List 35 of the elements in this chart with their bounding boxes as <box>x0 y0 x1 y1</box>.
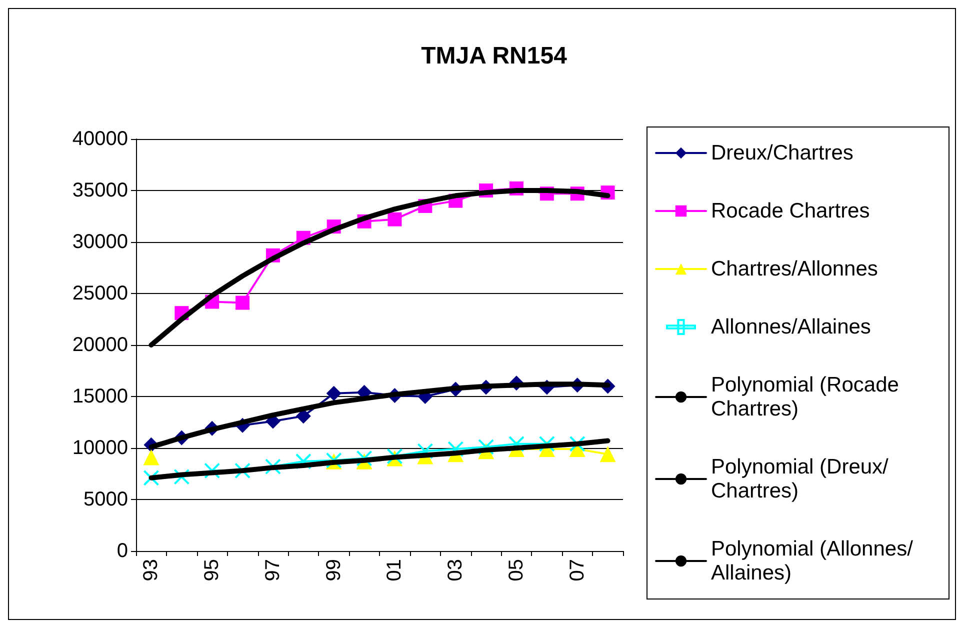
point <box>143 470 160 486</box>
chart-title: TMJA RN154 <box>421 42 568 70</box>
y-tick-label: 40000 <box>72 128 128 150</box>
legend-label: Rocade Chartres <box>711 200 870 222</box>
legend-label: Polynomial (Rocade Chartres) <box>711 374 905 420</box>
y-tick-label: 5000 <box>84 488 128 510</box>
y-tick-label: 15000 <box>72 386 128 408</box>
y-tick-label: 20000 <box>72 334 128 356</box>
x-tick-label: 93 <box>140 559 162 582</box>
point <box>234 462 251 479</box>
point <box>538 436 555 452</box>
legend-label: Polynomial (Dreux/Chartres) <box>711 456 889 502</box>
x-tick-label: 99 <box>322 559 345 582</box>
legend-label: Chartres/Allonnes <box>711 258 878 280</box>
legend-label: Allonnes/Allaines <box>711 316 871 338</box>
y-tick-label: 0 <box>116 540 128 562</box>
y-tick-label: 25000 <box>72 282 128 304</box>
x-tick-label: 01 <box>384 559 406 582</box>
legend-label: Dreux/Chartres <box>711 142 854 164</box>
x-tick-label: 95 <box>201 559 224 582</box>
x-tick-label: 07 <box>566 559 588 582</box>
x-tick-label: 05 <box>505 559 528 582</box>
x-tick-label: 03 <box>444 559 467 582</box>
y-tick-label: 10000 <box>72 437 128 459</box>
legend-label: Polynomial (Allonnes/Allaines) <box>711 538 914 584</box>
point <box>448 441 464 458</box>
point <box>236 296 250 310</box>
point <box>143 449 160 466</box>
y-tick-label: 30000 <box>72 231 128 253</box>
point <box>600 446 616 462</box>
point <box>326 386 342 401</box>
y-tick-label: 35000 <box>72 180 128 202</box>
point <box>296 408 311 424</box>
point <box>388 212 402 226</box>
x-tick-label: 97 <box>262 559 284 582</box>
